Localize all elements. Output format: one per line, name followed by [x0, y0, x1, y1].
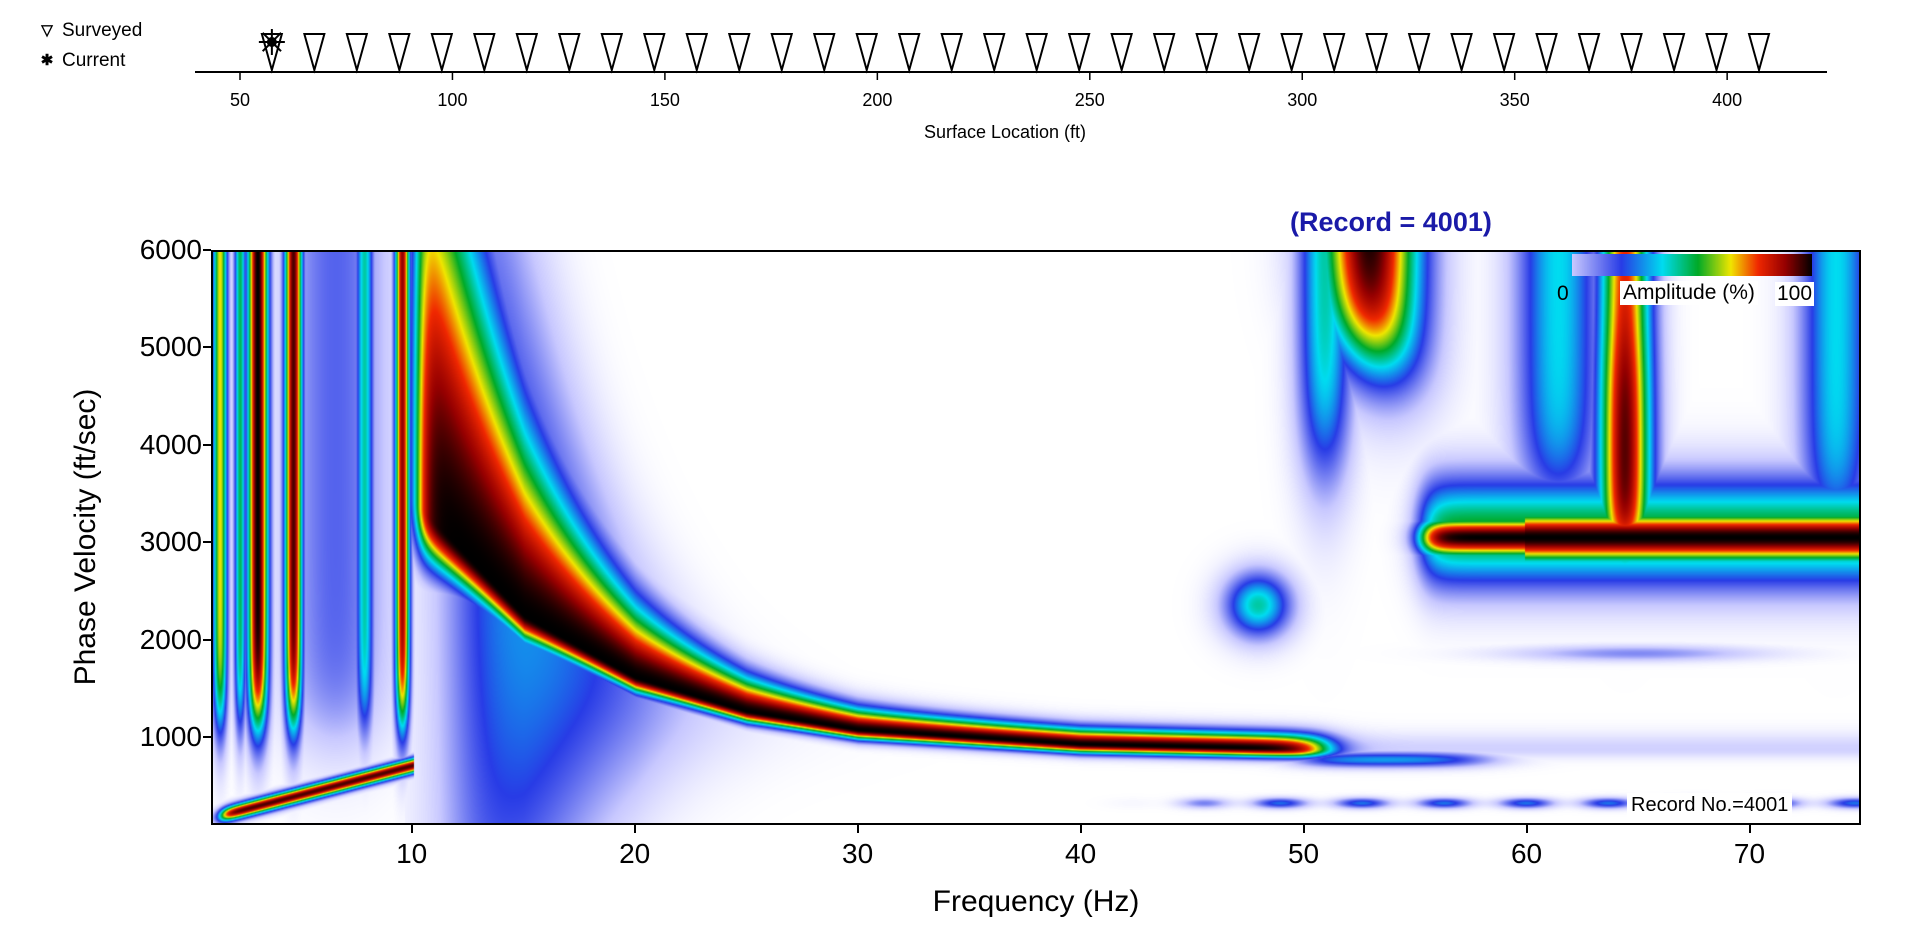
surveyed-station-marker: [1067, 33, 1091, 74]
colorbar-max-label: 100: [1775, 282, 1815, 306]
x-axis-label: Frequency (Hz): [932, 885, 1140, 918]
y-tick-mark: [203, 541, 211, 544]
surface-tick-label: 400: [1712, 90, 1742, 110]
x-tick-mark: [1748, 825, 1751, 833]
surface-tick-label: 300: [1287, 90, 1317, 110]
colorbar-label: Amplitude (%): [1620, 281, 1758, 305]
legend-label-surveyed: Surveyed: [62, 20, 143, 41]
x-tick-mark: [1079, 825, 1082, 833]
y-tick-mark: [203, 249, 211, 251]
y-tick-label: 1000: [139, 721, 202, 753]
surveyed-station-marker: [1662, 33, 1686, 74]
surveyed-station-marker: [1025, 33, 1049, 74]
surveyed-station-marker: [388, 33, 411, 74]
surveyed-station-marker: [1195, 33, 1218, 74]
surveyed-station-marker: [600, 33, 624, 74]
x-tick-mark: [633, 825, 636, 833]
surveyed-station-marker: [515, 33, 539, 74]
surveyed-station-marker: [1237, 33, 1261, 74]
legend-item-current: ✱ Current: [40, 46, 142, 76]
x-tick-mark: [410, 825, 413, 833]
y-tick-label: 2000: [139, 623, 202, 655]
current-station-marker: [258, 29, 285, 55]
surveyed-station-marker: [345, 33, 369, 74]
surveyed-station-marker: [940, 33, 964, 74]
surveyed-station-marker: [1110, 33, 1133, 74]
x-tick-mark: [856, 825, 859, 833]
surveyed-station-marker: [1152, 33, 1176, 74]
surveyed-station-marker: [727, 33, 751, 74]
surface-tick-label: 100: [437, 90, 467, 110]
colorbar-min-label: 0: [1557, 282, 1569, 305]
y-tick-label: 6000: [139, 234, 202, 265]
x-tick-label: 70: [1733, 838, 1766, 869]
surveyed-station-marker: [812, 33, 836, 74]
surface-tick-label: 350: [1500, 90, 1530, 110]
colorbar: [1572, 254, 1812, 276]
legend-item-surveyed: ▽ Surveyed: [40, 16, 142, 46]
legend: ▽ Surveyed ✱ Current: [40, 16, 143, 76]
surveyed-station-marker: [982, 33, 1006, 74]
surveyed-station-marker: [1620, 33, 1643, 74]
triangle-down-icon: ▽: [41, 22, 53, 39]
surveyed-station-marker: [1577, 33, 1601, 74]
dispersion-image: [211, 250, 1861, 825]
surveyed-station-marker: [473, 33, 496, 74]
surface-tick-label: 150: [650, 90, 680, 110]
surveyed-station-marker: [897, 33, 921, 74]
y-tick-label: 5000: [139, 331, 202, 363]
surface-location-axis: 50 100 150 200 250 300 350 400: [195, 29, 1827, 110]
surveyed-station-marker: [557, 33, 581, 74]
record-title: (Record = 4001): [1290, 207, 1492, 237]
surveyed-station-marker: [1365, 33, 1388, 74]
y-tick-mark: [203, 736, 211, 739]
surveyed-station-marker: [1705, 33, 1728, 74]
asterisk-icon: ✱: [40, 52, 54, 69]
x-tick-mark: [1302, 825, 1305, 833]
surveyed-station-marker: [1322, 33, 1346, 74]
surveyed-station-marker: [855, 33, 879, 74]
x-tick-label: 40: [1065, 838, 1097, 869]
y-tick-mark: [203, 638, 211, 641]
surface-tick-label: 50: [230, 90, 250, 110]
surveyed-station-marker: [1747, 33, 1771, 74]
x-tick-label: 20: [619, 838, 651, 869]
x-tick-label: 50: [1287, 838, 1320, 869]
x-tick-label: 60: [1510, 838, 1543, 869]
record-number-annotation: Record No.=4001: [1627, 793, 1793, 818]
y-tick-mark: [203, 443, 211, 446]
surface-tick-label: 250: [1075, 90, 1105, 110]
surveyed-station-marker: [1535, 33, 1558, 74]
x-tick-mark: [1525, 825, 1528, 833]
surveyed-station-marker: [1492, 33, 1516, 74]
y-tick-mark: [203, 346, 211, 349]
x-tick-label: 30: [842, 838, 874, 869]
surveyed-station-marker: [770, 33, 794, 74]
surveyed-station-marker: [303, 33, 326, 74]
x-tick-label: 10: [396, 838, 428, 869]
surveyed-station-marker: [642, 33, 666, 74]
y-tick-label: 3000: [139, 526, 202, 558]
y-axis-label: Phase Velocity (ft/sec): [69, 388, 102, 686]
surveyed-station-marker: [1450, 33, 1473, 74]
surveyed-station-marker: [1280, 33, 1303, 74]
y-tick-label: 4000: [139, 428, 202, 460]
surface-tick-label: 200: [862, 90, 892, 110]
surveyed-station-marker: [1407, 33, 1431, 74]
surveyed-station-marker: [430, 33, 454, 74]
surveyed-station-marker: [685, 33, 709, 74]
surface-location-label: Surface Location (ft): [923, 122, 1087, 142]
dispersion-heatmap: [213, 252, 1859, 823]
legend-label-current: Current: [62, 50, 126, 71]
